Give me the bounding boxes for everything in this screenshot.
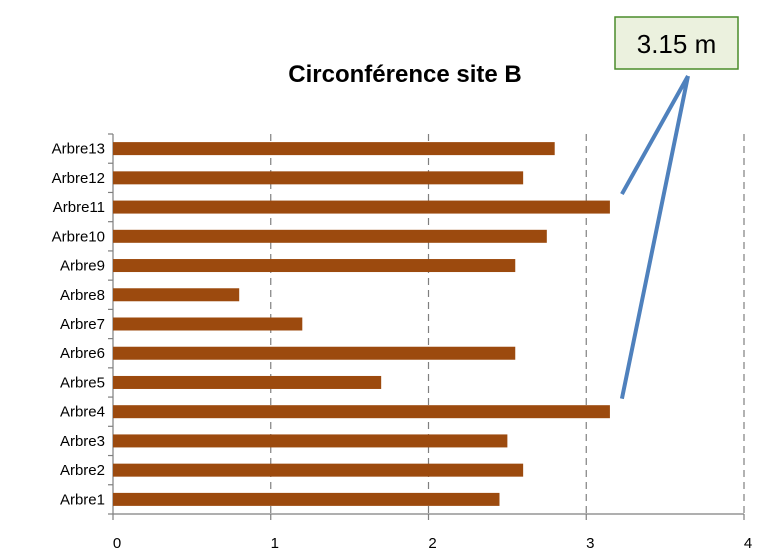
category-label: Arbre 13 <box>52 141 105 158</box>
bar <box>113 405 610 418</box>
chart-title: Circonférence site B <box>288 61 521 88</box>
bar <box>113 171 523 184</box>
bar <box>113 288 239 301</box>
category-label: Arbre 4 <box>60 404 105 421</box>
bar <box>113 259 515 272</box>
category-label: Arbre 8 <box>60 287 105 304</box>
bar <box>113 230 547 243</box>
x-tick-label: 0 <box>113 535 121 552</box>
bar <box>113 347 515 360</box>
bar <box>113 434 507 447</box>
x-tick-labels: 0 1 2 3 4 <box>113 535 752 552</box>
category-label: Arbre 7 <box>60 316 105 333</box>
grid-lines <box>271 134 744 514</box>
bar <box>113 493 499 506</box>
bar <box>113 201 610 214</box>
x-tick-label: 1 <box>271 535 279 552</box>
category-label: Arbre 12 <box>52 170 105 187</box>
category-label: Arbre 6 <box>60 345 105 362</box>
category-labels: Arbre 1 Arbre 2 Arbre 3 Arbre 4 Arbre 5 … <box>52 141 105 509</box>
bar <box>113 142 555 155</box>
category-label: Arbre 11 <box>53 199 105 216</box>
category-label: Arbre 2 <box>60 462 105 479</box>
category-label: Arbre 10 <box>52 228 105 245</box>
callout-label: 3.15 m <box>637 29 717 59</box>
category-label: Arbre 1 <box>60 491 105 508</box>
x-tick-label: 2 <box>428 535 436 552</box>
bar <box>113 376 381 389</box>
x-tick-label: 3 <box>586 535 594 552</box>
bar <box>113 318 302 331</box>
callout-pointer <box>622 76 688 399</box>
x-tick-label: 4 <box>744 535 752 552</box>
callout: 3.15 m <box>615 17 738 399</box>
category-label: Arbre 9 <box>60 258 105 275</box>
bar <box>113 464 523 477</box>
bar-series <box>113 142 610 506</box>
category-label: Arbre 3 <box>60 433 105 450</box>
category-label: Arbre 5 <box>60 374 105 391</box>
